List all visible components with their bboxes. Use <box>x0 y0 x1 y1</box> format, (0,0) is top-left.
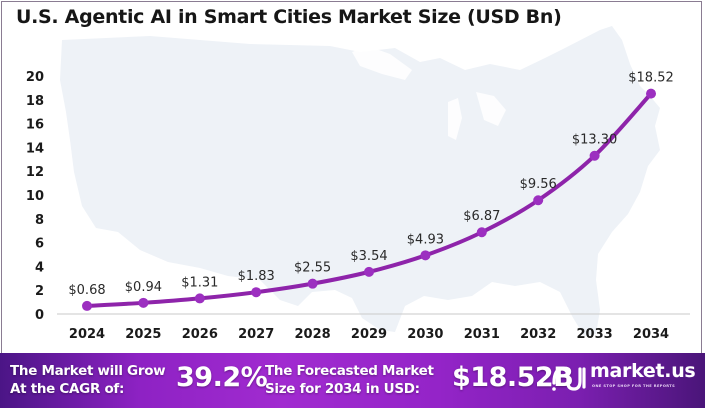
y-tick-label: 12 <box>26 165 44 180</box>
cagr-caption-line2: At the CAGR of: <box>10 381 125 397</box>
data-point <box>251 287 262 298</box>
data-label: $3.54 <box>350 249 387 264</box>
y-tick-label: 4 <box>35 260 44 275</box>
data-label: $0.68 <box>68 283 105 298</box>
y-tick-label: 2 <box>35 284 44 299</box>
data-label: $4.93 <box>407 232 444 247</box>
data-point <box>589 150 600 161</box>
data-point <box>420 250 431 261</box>
x-tick-label: 2032 <box>520 327 556 342</box>
x-tick-label: 2031 <box>464 327 500 342</box>
data-point <box>646 88 656 99</box>
brand-tagline: ONE STOP SHOP FOR THE REPORTS <box>592 384 676 388</box>
brand-name: market.us <box>590 360 696 382</box>
data-point <box>476 227 487 238</box>
x-tick-label: 2026 <box>182 327 218 342</box>
market-us-logo-icon <box>552 367 586 391</box>
data-point <box>533 195 544 206</box>
data-label: $13.30 <box>572 133 618 148</box>
cagr-caption: The Market will Grow At the CAGR of: <box>10 362 166 398</box>
forecast-caption-line1: The Forecasted Market <box>265 363 434 379</box>
data-point <box>82 300 92 311</box>
chart-title: U.S. Agentic AI in Smart Cities Market S… <box>16 6 562 28</box>
data-label: $0.94 <box>125 280 162 295</box>
y-tick-label: 8 <box>35 213 44 228</box>
data-label: $1.31 <box>181 275 218 290</box>
x-tick-label: 2024 <box>69 327 105 342</box>
y-tick-label: 16 <box>26 118 44 133</box>
data-label: $6.87 <box>463 209 500 224</box>
y-axis-ticks: 0 2 4 6 8 10 12 14 16 18 20 <box>26 70 44 323</box>
data-points <box>82 88 656 311</box>
y-tick-label: 6 <box>35 237 44 252</box>
summary-banner: The Market will Grow At the CAGR of: 39.… <box>0 353 705 408</box>
y-tick-label: 10 <box>26 189 44 204</box>
data-point <box>307 278 318 289</box>
x-tick-label: 2025 <box>125 327 161 342</box>
data-label: $9.56 <box>520 177 557 192</box>
x-tick-label: 2028 <box>295 327 331 342</box>
cagr-caption-line1: The Market will Grow <box>10 363 166 379</box>
y-tick-label: 0 <box>35 308 44 323</box>
y-tick-label: 18 <box>26 94 44 109</box>
cagr-value: 39.2% <box>176 362 268 393</box>
forecast-caption-line2: Size for 2034 in USD: <box>265 381 420 397</box>
data-label: $1.83 <box>238 269 275 284</box>
us-map-background <box>60 26 660 336</box>
x-tick-label: 2033 <box>577 327 613 342</box>
y-tick-label: 14 <box>26 141 44 156</box>
x-tick-label: 2034 <box>633 327 669 342</box>
x-tick-label: 2030 <box>407 327 443 342</box>
data-point <box>138 297 149 308</box>
x-tick-label: 2029 <box>351 327 387 342</box>
data-point <box>194 293 205 304</box>
data-point <box>364 266 374 277</box>
forecast-caption: The Forecasted Market Size for 2034 in U… <box>265 362 434 398</box>
data-label: $2.55 <box>294 261 331 276</box>
x-axis-ticks: 2024 2025 2026 2027 2028 2029 2030 2031 2032 2033… <box>69 327 669 342</box>
x-tick-label: 2027 <box>238 327 274 342</box>
y-tick-label: 20 <box>26 70 44 85</box>
series-line <box>85 91 653 308</box>
data-label: $18.52 <box>628 71 674 86</box>
data-labels: $0.68 $0.94 $1.31 $1.83 $2.55 $3.54 $4.93 $6.87… <box>68 71 673 298</box>
